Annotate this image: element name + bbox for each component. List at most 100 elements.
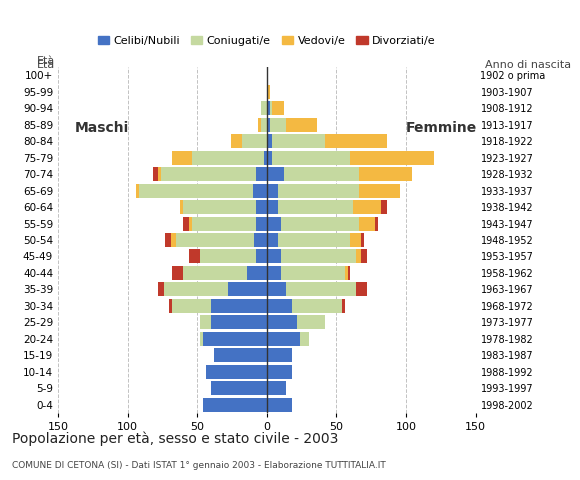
Bar	[136, 184, 139, 198]
Bar	[183, 266, 247, 280]
Bar	[153, 167, 158, 181]
Bar	[176, 233, 254, 247]
Bar	[358, 167, 412, 181]
Bar	[205, 365, 267, 379]
Text: Femmine: Femmine	[406, 121, 477, 135]
Text: Età: Età	[37, 60, 55, 70]
Bar	[256, 167, 267, 181]
Bar	[350, 233, 361, 247]
Bar	[361, 233, 364, 247]
Bar	[347, 266, 350, 280]
Bar	[256, 216, 267, 230]
Bar	[267, 315, 298, 329]
Bar	[211, 381, 267, 395]
Bar	[261, 101, 267, 115]
Bar	[183, 200, 256, 214]
Bar	[342, 299, 345, 313]
Bar	[267, 397, 292, 411]
Bar	[358, 216, 375, 230]
Bar	[267, 266, 281, 280]
Bar	[267, 216, 281, 230]
Text: Popolazione per età, sesso e stato civile - 2003: Popolazione per età, sesso e stato civil…	[12, 432, 338, 446]
Bar	[158, 282, 164, 296]
Bar	[211, 299, 267, 313]
Bar	[161, 167, 256, 181]
Bar	[172, 266, 183, 280]
Bar	[180, 200, 183, 214]
Bar	[298, 315, 325, 329]
Bar	[278, 184, 358, 198]
Bar	[287, 118, 317, 132]
Bar	[267, 200, 278, 214]
Bar	[267, 85, 270, 99]
Bar	[356, 250, 361, 264]
Bar	[171, 233, 176, 247]
Bar	[358, 184, 400, 198]
Bar	[214, 348, 267, 362]
Bar	[273, 101, 284, 115]
Bar	[273, 134, 325, 148]
Bar	[203, 332, 267, 346]
Bar	[264, 151, 267, 165]
Bar	[300, 332, 309, 346]
Bar	[200, 315, 211, 329]
Text: Età: Età	[37, 56, 55, 66]
Bar	[267, 151, 273, 165]
Bar	[172, 151, 191, 165]
Bar	[292, 299, 342, 313]
Bar	[191, 216, 256, 230]
Bar	[158, 167, 161, 181]
Bar	[375, 216, 378, 230]
Bar	[356, 282, 367, 296]
Bar	[203, 397, 267, 411]
Bar	[281, 250, 356, 264]
Bar	[267, 365, 292, 379]
Bar	[281, 216, 358, 230]
Bar	[284, 167, 358, 181]
Bar	[200, 250, 256, 264]
Bar	[172, 299, 211, 313]
Bar	[165, 233, 171, 247]
Bar	[231, 134, 242, 148]
Bar	[242, 134, 267, 148]
Bar	[278, 233, 350, 247]
Bar	[267, 348, 292, 362]
Legend: Celibi/Nubili, Coniugati/e, Vedovi/e, Divorziati/e: Celibi/Nubili, Coniugati/e, Vedovi/e, Di…	[93, 31, 440, 50]
Bar	[270, 118, 287, 132]
Bar	[253, 184, 267, 198]
Bar	[183, 216, 189, 230]
Bar	[211, 315, 267, 329]
Bar	[267, 101, 270, 115]
Bar	[256, 200, 267, 214]
Bar	[267, 167, 284, 181]
Bar	[270, 101, 273, 115]
Bar	[287, 282, 356, 296]
Bar	[267, 134, 273, 148]
Text: Maschi: Maschi	[75, 121, 129, 135]
Bar	[267, 250, 281, 264]
Bar	[325, 134, 386, 148]
Bar	[189, 250, 200, 264]
Bar	[256, 250, 267, 264]
Bar	[267, 184, 278, 198]
Bar	[267, 332, 300, 346]
Bar	[164, 282, 228, 296]
Bar	[361, 250, 367, 264]
Bar	[345, 266, 347, 280]
Bar	[261, 118, 267, 132]
Bar	[254, 233, 267, 247]
Bar	[350, 151, 434, 165]
Bar	[267, 299, 292, 313]
Bar	[247, 266, 267, 280]
Bar	[353, 200, 381, 214]
Bar	[259, 118, 261, 132]
Bar	[191, 151, 264, 165]
Bar	[273, 151, 350, 165]
Bar	[139, 184, 253, 198]
Bar	[267, 233, 278, 247]
Bar	[200, 332, 203, 346]
Bar	[267, 381, 287, 395]
Bar	[228, 282, 267, 296]
Text: COMUNE DI CETONA (SI) - Dati ISTAT 1° gennaio 2003 - Elaborazione TUTTITALIA.IT: COMUNE DI CETONA (SI) - Dati ISTAT 1° ge…	[12, 461, 385, 470]
Bar	[169, 299, 172, 313]
